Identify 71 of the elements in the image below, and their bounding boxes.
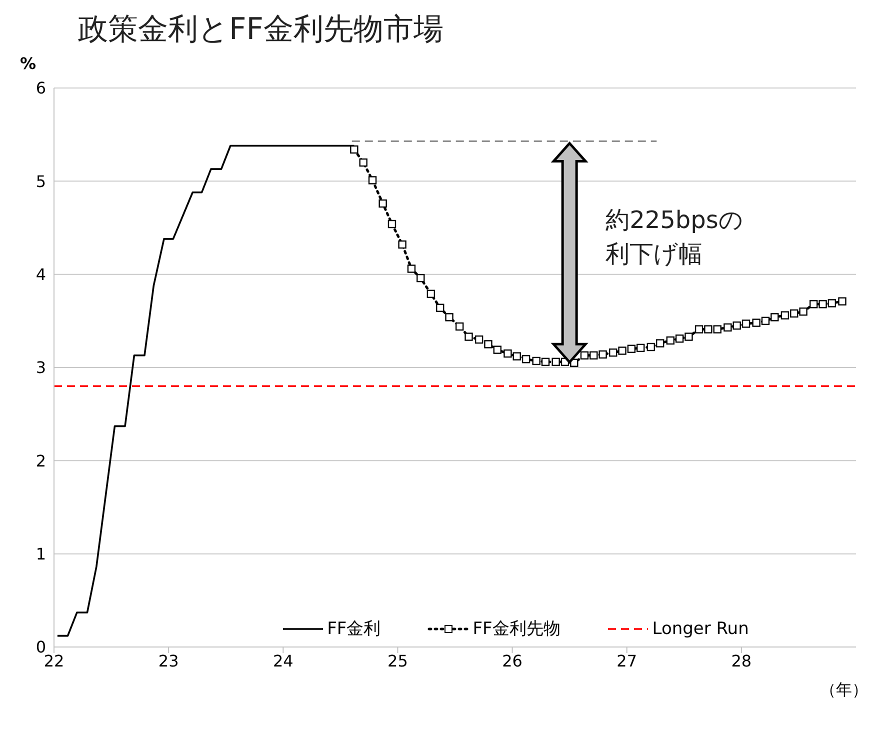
point [464,332,473,341]
point [378,199,387,208]
point [388,220,396,228]
point [445,313,454,322]
x-axis-title: （年） [820,680,868,701]
point [684,332,693,341]
y-tick-label: 3 [36,358,46,378]
point [474,335,484,344]
point [790,309,798,318]
point [780,311,790,320]
point [828,299,836,308]
point [522,355,530,364]
point [675,334,684,343]
point [590,351,598,360]
point [752,318,760,327]
point [350,145,358,154]
y-tick-label: 6 [36,78,46,98]
annotation: 約225bpsの利下げ幅 [606,205,744,270]
x-tick-label: 28 [731,651,752,670]
x-tick-label: 25 [388,651,408,670]
point [646,342,656,352]
x-tick-label: 26 [502,651,522,670]
point [484,340,492,348]
point [455,322,464,331]
point [504,349,512,358]
chart-title: 政策金利とFF金利先物市場 [77,11,445,49]
point [618,346,626,355]
x-tick-label: 22 [44,651,64,670]
point [407,264,416,273]
point [426,290,436,298]
legend-label: FF金利先物 [472,618,560,640]
point [713,325,722,334]
point [493,346,502,354]
y-tick-label: 2 [36,451,46,470]
legend-label: FF金利 [327,618,381,640]
point [742,320,750,328]
y-tick-label: 4 [36,265,46,284]
point [818,300,827,308]
point [732,321,741,330]
point [398,240,406,249]
point [838,297,846,306]
y-tick-label: 5 [36,172,46,191]
legend-label: Longer Run [652,618,749,638]
point [416,274,425,282]
point [552,358,560,366]
x-tick-label: 27 [616,651,638,670]
point [810,300,818,308]
point [799,308,808,316]
point [512,352,521,360]
point [724,323,732,332]
point [666,336,674,345]
point [636,344,645,352]
point [580,351,589,360]
point [359,158,368,167]
point [368,176,377,184]
point [598,350,607,359]
point [541,358,550,366]
point [436,304,444,312]
point [770,313,779,322]
y-axis-title: % [20,54,36,73]
point [532,356,540,366]
y-tick-label: 1 [36,544,46,564]
point [627,344,636,353]
point [609,348,618,357]
point [761,316,770,326]
x-tick-label: 24 [272,651,294,670]
x-tick-label: 23 [158,651,179,670]
point [704,325,712,334]
point [656,339,664,348]
point [694,325,704,334]
y-tick-label: 0 [36,638,46,657]
